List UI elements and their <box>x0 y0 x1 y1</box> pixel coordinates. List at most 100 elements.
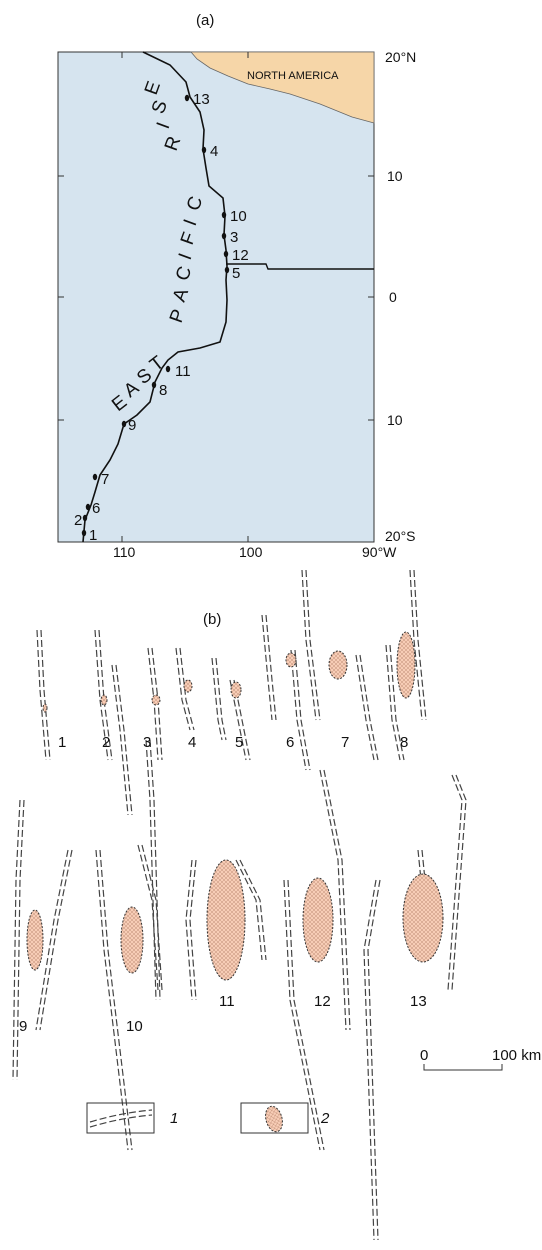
site-marker-2: 2 <box>74 512 88 529</box>
fault-trace <box>413 569 427 721</box>
legend: 1 2 <box>86 1102 330 1134</box>
magma-lens <box>230 681 242 699</box>
svg-text:5: 5 <box>232 265 240 282</box>
lat-tick-0: 0 <box>389 289 397 305</box>
fault-trace <box>115 664 133 816</box>
ridge-name-letter: C <box>172 264 196 284</box>
svg-text:6: 6 <box>92 500 100 517</box>
scale-bar: 0 100 km <box>420 1047 541 1071</box>
fault-trace <box>215 657 227 741</box>
svg-text:12: 12 <box>232 247 249 264</box>
magma-lens <box>206 859 246 981</box>
site-number-2: 2 <box>102 734 110 751</box>
site-number-13: 13 <box>410 993 427 1010</box>
site-marker-7: 7 <box>92 471 109 488</box>
lon-tick-100: 100 <box>239 544 263 560</box>
dashed-fault-lines-icon <box>86 1102 155 1134</box>
fault-trace <box>12 799 21 1081</box>
site-marker-10: 10 <box>221 208 247 225</box>
magma-lens <box>100 694 108 706</box>
site-number-12: 12 <box>314 993 331 1010</box>
fault-trace <box>239 859 267 961</box>
lon-tick-110: 110 <box>113 544 136 560</box>
fault-trace <box>265 614 277 721</box>
panel-b-site-numbers: 1 2 3 4 5 6 7 8 9 10 11 12 13 <box>19 734 427 1035</box>
site-marker-1: 1 <box>81 527 97 544</box>
fault-trace <box>189 859 197 1001</box>
fault-trace <box>16 799 25 1081</box>
site-marker-8: 8 <box>151 381 167 399</box>
fault-trace <box>385 644 401 761</box>
magma-lens <box>402 873 444 963</box>
fault-trace <box>179 647 195 731</box>
fault-trace <box>319 769 347 1031</box>
lat-tick-10n: 10 <box>387 168 403 184</box>
legend-key-1: 1 <box>170 1110 178 1127</box>
magma-lens <box>120 906 144 974</box>
magma-lens <box>42 703 48 713</box>
site-number-4: 4 <box>188 734 196 751</box>
ridge-name-letter: C <box>183 194 207 214</box>
svg-text:7: 7 <box>101 471 109 488</box>
magma-lens <box>328 650 348 680</box>
magma-lens <box>302 877 334 963</box>
north-america-landmass <box>190 51 375 124</box>
hatched-lens-icon <box>265 1105 283 1133</box>
map-panel-a: NORTH AMERICA E A S T P A C I F I C R I … <box>57 49 416 560</box>
fault-trace <box>359 654 379 761</box>
site-number-11: 11 <box>219 993 235 1010</box>
ocean <box>57 51 375 543</box>
site-number-5: 5 <box>235 734 243 751</box>
svg-text:13: 13 <box>193 91 210 108</box>
svg-text:1: 1 <box>89 527 97 544</box>
site-number-1: 1 <box>58 734 66 751</box>
fault-trace <box>111 664 129 816</box>
svg-text:10: 10 <box>230 208 247 225</box>
ridge-name-letter: R <box>161 134 185 154</box>
fault-trace <box>36 629 47 761</box>
east-pacific-rise-ridge <box>82 51 228 543</box>
fault-trace <box>323 769 351 1031</box>
magma-lens <box>183 679 193 693</box>
legend-item-1: 1 <box>86 1102 178 1134</box>
fault-trace <box>141 844 163 991</box>
fault-trace <box>235 859 263 961</box>
lon-tick-90w: 90°W <box>362 544 397 560</box>
fault-trace <box>175 647 191 731</box>
fault-trace <box>367 879 381 1241</box>
north-america-label: NORTH AMERICA <box>247 70 339 82</box>
fault-trace <box>451 774 467 991</box>
lat-tick-20s: 20°S <box>385 528 416 544</box>
fault-trace <box>301 569 317 721</box>
fault-trace <box>261 614 273 721</box>
fault-trace <box>290 649 307 771</box>
scale-end: 100 km <box>492 1047 541 1064</box>
fault-trace <box>145 739 157 1001</box>
magma-lens <box>396 631 416 699</box>
magma-lens <box>151 694 161 706</box>
legend-item-2: 2 <box>240 1102 330 1134</box>
panel-b-label: (b) <box>203 611 221 628</box>
svg-text:3: 3 <box>230 229 238 246</box>
longitude-ticks <box>121 52 249 542</box>
fault-trace <box>40 629 51 761</box>
fault-trace <box>185 859 193 1001</box>
lat-tick-20n: 20°N <box>385 49 416 65</box>
fault-trace <box>447 774 463 991</box>
panel-a-label: (a) <box>196 12 214 29</box>
site-marker-13: 13 <box>184 91 210 108</box>
site-number-6: 6 <box>286 734 294 751</box>
fault-trace <box>389 644 405 761</box>
fault-trace <box>363 879 377 1241</box>
magma-lens <box>26 909 44 971</box>
fault-trace <box>137 844 159 991</box>
site-marker-11: 11 <box>165 363 191 380</box>
fault-trace <box>39 849 73 1031</box>
fault-trace <box>283 879 321 1151</box>
site-marker-12: 12 <box>223 247 249 264</box>
lat-tick-10s: 10 <box>387 412 403 428</box>
fault-trace <box>409 569 423 721</box>
site-number-8: 8 <box>400 734 408 751</box>
svg-text:4: 4 <box>210 143 218 160</box>
